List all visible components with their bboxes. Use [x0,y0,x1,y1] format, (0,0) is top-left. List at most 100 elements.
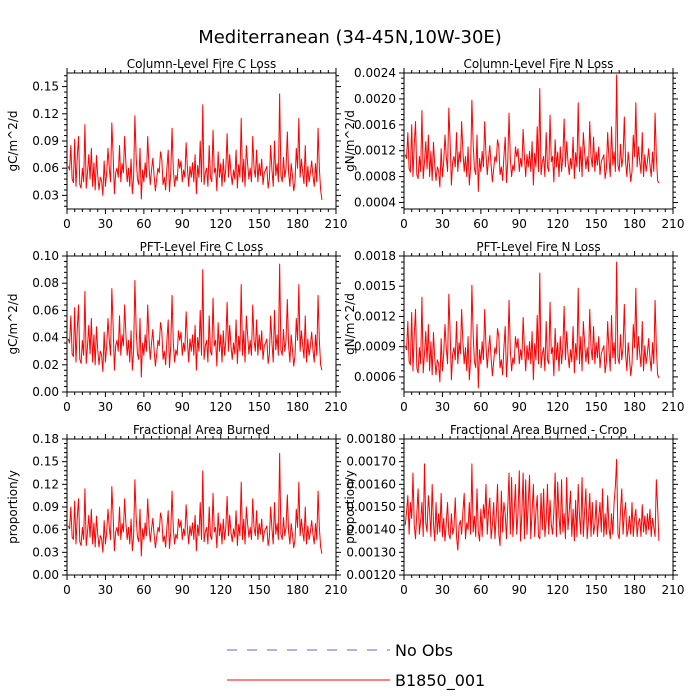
x-tick-label: 150 [248,400,271,414]
y-tick-label: 0.00160 [346,477,396,491]
x-tick-label: 90 [175,583,190,597]
x-tick-label: 210 [325,583,348,597]
panel-title: Column-Level Fire C Loss [127,57,277,71]
x-tick-label: 90 [512,583,527,597]
x-tick-label: 150 [585,400,608,414]
y-tick-label: 0.09 [32,500,59,514]
y-axis-label: gN/m^2/d [343,110,357,172]
legend: No Obs B1850_001 [227,641,485,691]
x-tick-label: 120 [546,400,569,414]
plot-frame [403,255,674,393]
plot-frame [403,72,674,210]
x-tick-label: 0 [400,217,408,231]
x-tick-label: 60 [473,583,488,597]
series-line-b1850-001 [67,263,323,378]
x-tick-label: 30 [98,217,113,231]
y-tick-label: 0.12 [32,107,59,121]
y-tick-label: 0.15 [32,80,59,94]
y-tick-label: 0.06 [32,523,59,537]
x-tick-label: 30 [435,583,450,597]
y-tick-label: 0.0018 [354,249,396,263]
x-tick-label: 30 [98,400,113,414]
x-tick-label: 120 [209,583,232,597]
y-tick-label: 0.0012 [354,144,396,158]
panel-4: PFT-Level Fire N Loss gN/m^2/d 0 30 60 90 120 1… [343,240,684,414]
y-tick-label: 0.02 [32,358,59,372]
y-tick-label: 0.00 [32,568,59,582]
x-tick-label: 150 [248,217,271,231]
x-tick-label: 0 [63,583,71,597]
y-tick-label: 0.18 [32,432,59,446]
series-line-b1850-001 [404,74,660,193]
x-tick-label: 120 [546,217,569,231]
x-tick-label: 90 [512,400,527,414]
y-axis-label: gN/m^2/d [343,293,357,355]
series-line-b1850-001 [404,458,660,551]
y-tick-label: 0.00180 [346,432,396,446]
y-tick-label: 0.15 [32,455,59,469]
y-tick-label: 0.00120 [346,568,396,582]
y-axis-label: gC/m^2/d [6,110,20,171]
y-tick-label: 0.09 [32,134,59,148]
panel-2: Column-Level Fire N Loss gN/m^2/d 0 30 60 90 1… [343,57,684,231]
x-tick-label: 60 [136,400,151,414]
x-tick-label: 210 [662,400,685,414]
panel-3: PFT-Level Fire C Loss gC/m^2/d 0 30 60 90 120 1… [6,240,347,414]
y-tick-label: 0.10 [32,249,59,263]
x-tick-label: 60 [473,400,488,414]
x-tick-label: 150 [585,217,608,231]
x-tick-label: 60 [136,217,151,231]
legend-label: B1850_001 [395,671,485,691]
y-tick-label: 0.00170 [346,455,396,469]
y-tick-label: 0.0006 [354,370,396,384]
y-tick-label: 0.00140 [346,523,396,537]
panel-title: Fractional Area Burned - Crop [450,423,627,437]
x-tick-label: 180 [623,583,646,597]
y-tick-label: 0.00130 [346,545,396,559]
y-axis-label: proportion/y [343,470,357,544]
x-tick-label: 120 [209,217,232,231]
x-tick-label: 180 [286,400,309,414]
x-tick-label: 90 [175,217,190,231]
x-tick-label: 180 [286,583,309,597]
x-tick-label: 120 [209,400,232,414]
y-tick-label: 0.08 [32,276,59,290]
x-tick-label: 0 [400,583,408,597]
x-tick-label: 60 [136,583,151,597]
y-tick-label: 0.00150 [346,500,396,514]
y-axis-label: gC/m^2/d [6,293,20,354]
x-tick-label: 180 [623,217,646,231]
y-tick-label: 0.06 [32,303,59,317]
y-tick-label: 0.0015 [354,279,396,293]
legend-item-2: B1850_001 [227,671,485,691]
y-tick-label: 0.0020 [354,92,396,106]
x-tick-label: 120 [546,583,569,597]
x-tick-label: 150 [248,583,271,597]
figure-title: Mediterranean (34-45N,10W-30E) [198,27,502,48]
legend-item-1: No Obs [227,641,453,660]
y-tick-label: 0.0016 [354,118,396,132]
panel-title: PFT-Level Fire C Loss [140,240,264,254]
panel-6: Fractional Area Burned - Crop proportion/… [343,423,684,597]
x-tick-label: 210 [325,400,348,414]
y-tick-label: 0.04 [32,331,59,345]
x-tick-label: 210 [325,217,348,231]
panel-1: Column-Level Fire C Loss gC/m^2/d 0 30 60 90 1… [6,57,347,231]
x-tick-label: 90 [175,400,190,414]
x-tick-label: 0 [400,400,408,414]
panels: Column-Level Fire C Loss gC/m^2/d 0 30 60 90 1… [6,57,684,597]
y-tick-label: 0.03 [32,545,59,559]
panel-title: PFT-Level Fire N Loss [476,240,600,254]
series-line-b1850-001 [404,261,660,389]
x-tick-label: 210 [662,583,685,597]
series-line-b1850-001 [67,93,323,200]
panel-5: Fractional Area Burned proportion/y 0 30 60 9… [6,423,347,597]
y-tick-label: 0.0024 [354,66,396,80]
x-tick-label: 30 [435,400,450,414]
panel-title: Column-Level Fire N Loss [463,57,613,71]
x-tick-label: 150 [585,583,608,597]
series-line-b1850-001 [67,452,323,557]
x-tick-label: 0 [63,217,71,231]
x-tick-label: 210 [662,217,685,231]
